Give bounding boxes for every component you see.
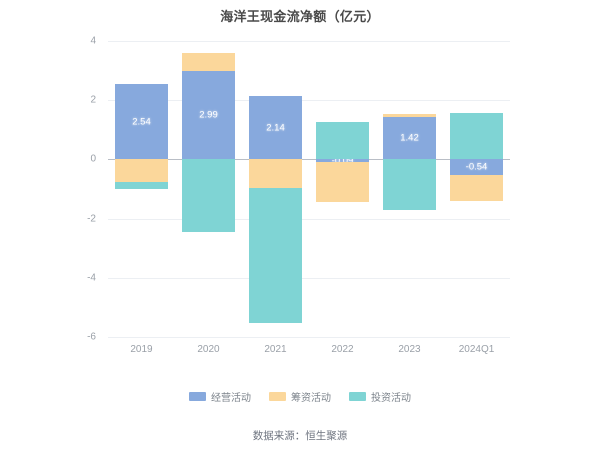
x-axis-tick-label: 2024Q1 [458,344,495,355]
bar-segment[interactable] [182,52,235,71]
plot-area: 2.54 2.99 2.14 -0.09 1.42 -0.54 [108,41,510,338]
y-axis-tick-label: -2 [87,213,96,225]
chart-title: 海洋王现金流净额（亿元） [220,9,380,24]
bar-value-label: 1.42 [400,132,419,144]
bar-value-label: 2.99 [199,109,218,121]
y-axis-tick-label: 2 [90,94,96,106]
bar-segment[interactable] [383,113,436,118]
x-axis-tick-label: 2023 [398,344,421,355]
bar-segment[interactable] [383,117,436,160]
bar-segment[interactable] [249,96,302,160]
x-axis-tick-label: 2021 [264,344,287,355]
bar-segment[interactable] [450,159,503,176]
bar-value-label: -0.09 [331,155,354,167]
source-note: 数据来源：恒生聚源 [252,430,348,442]
bar-segment[interactable] [316,159,369,163]
legend-label: 筹资活动 [291,393,331,404]
bar-segment[interactable] [249,187,302,324]
legend-swatch-icon [269,392,286,401]
bar-segment[interactable] [450,112,503,160]
legend-item[interactable]: 经营活动 [189,389,251,404]
y-axis-tick-label: 4 [90,35,96,47]
bar-segment[interactable] [115,159,168,183]
bar-segment[interactable] [249,159,302,188]
x-axis-tick-label: 2022 [331,344,354,355]
bar-segment[interactable] [316,162,369,202]
bar-value-label: 2.54 [132,116,151,128]
x-axis-tick-label: 2020 [197,344,220,355]
legend-label: 经营活动 [211,393,251,404]
legend-item[interactable]: 投资活动 [349,389,411,404]
bar-segment[interactable] [115,84,168,160]
gridline [108,218,510,220]
legend-swatch-icon [189,392,206,401]
bar-segment[interactable] [383,159,436,211]
bar-segment[interactable] [182,159,235,232]
legend-item[interactable]: 筹资活动 [269,389,331,404]
x-axis-tick-label: 2019 [130,344,153,355]
bar-segment[interactable] [316,121,369,160]
bar-value-label: 2.14 [266,122,285,134]
legend-swatch-icon [349,392,366,401]
y-axis-tick-label: -4 [87,272,96,284]
bar-value-label: -0.54 [465,161,488,173]
y-axis-tick-label: 0 [90,153,96,165]
legend-label: 投资活动 [371,393,411,404]
gridline [108,337,510,338]
gridline [108,41,510,42]
zero-axis-line [108,159,510,161]
bar-segment[interactable] [115,182,168,189]
chart-legend[interactable]: 经营活动 筹资活动 投资活动 [0,389,600,404]
bar-segment[interactable] [182,70,235,160]
y-axis-tick-label: -6 [87,331,96,343]
gridline [108,277,510,279]
gridline [108,100,510,102]
bar-segment[interactable] [450,175,503,201]
